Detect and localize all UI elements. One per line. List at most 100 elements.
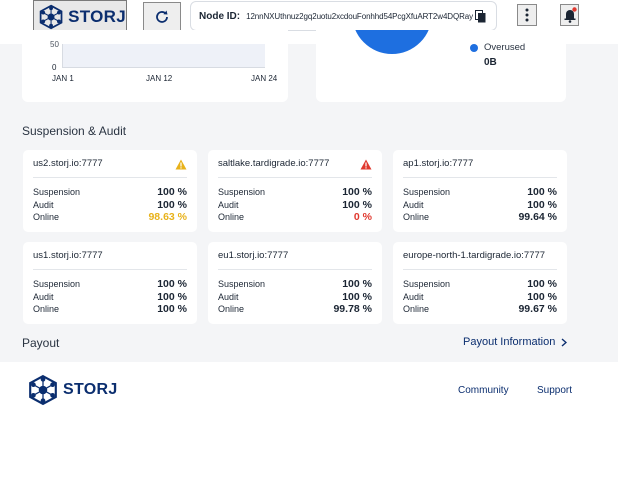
- metric-label: Suspension: [218, 279, 266, 289]
- metric-value: 100 %: [157, 199, 187, 211]
- metric-value: 98.63 %: [148, 211, 187, 223]
- online-row: Online 98.63 %: [33, 211, 187, 225]
- metric-value: 99.67 %: [518, 303, 557, 315]
- audit-row: Audit 100 %: [33, 199, 187, 213]
- metric-label: Suspension: [403, 279, 451, 289]
- disk-usage-pie: [352, 30, 432, 54]
- metric-label: Suspension: [403, 187, 451, 197]
- metric-label: Online: [33, 304, 60, 314]
- satellite-name: us2.storj.io:7777: [33, 158, 103, 169]
- online-row: Online 99.78 %: [218, 303, 372, 317]
- metric-value: 100 %: [527, 278, 557, 290]
- payout-link-label: Payout Information: [463, 336, 556, 348]
- payout-title: Payout: [22, 336, 60, 350]
- footer-logo[interactable]: STORJ: [27, 374, 118, 406]
- storj-logo-icon: [29, 374, 57, 406]
- y-tick-label: 0: [52, 63, 57, 72]
- bell-icon: [564, 7, 577, 23]
- chevron-right-icon: [561, 337, 568, 347]
- node-id-field: Node ID: 12nnNXUthnuz2gq2uotu2xcdouFonhh…: [190, 1, 497, 31]
- legend-dot: [470, 44, 478, 52]
- x-tick-label: JAN 1: [52, 74, 74, 83]
- satellite-card: us1.storj.io:7777 Suspension 100 % Audit…: [23, 242, 197, 324]
- metric-value: 100 %: [342, 186, 372, 198]
- divider: [403, 269, 557, 270]
- metric-value: 99.64 %: [518, 211, 557, 223]
- suspension-audit-title: Suspension & Audit: [22, 124, 127, 138]
- chart-x-axis: [62, 67, 265, 68]
- y-tick-label: 50: [50, 40, 59, 49]
- metric-value: 100 %: [157, 186, 187, 198]
- divider: [218, 177, 372, 178]
- audit-row: Audit 100 %: [218, 291, 372, 305]
- audit-row: Audit 100 %: [33, 291, 187, 305]
- metric-label: Audit: [218, 200, 239, 210]
- metric-value: 0 %: [353, 211, 372, 223]
- metric-value: 100 %: [157, 303, 187, 315]
- legend-label: Overused: [484, 42, 526, 53]
- storj-logo-button[interactable]: STORJ: [33, 0, 127, 34]
- metric-value: 99.78 %: [333, 303, 372, 315]
- suspension-row: Suspension 100 %: [218, 186, 372, 200]
- satellite-name: europe-north-1.tardigrade.io:7777: [403, 250, 546, 261]
- warning-icon: [360, 157, 372, 175]
- storj-logo-icon: [39, 4, 63, 30]
- suspension-row: Suspension 100 %: [403, 186, 557, 200]
- x-tick-label: JAN 24: [251, 74, 278, 83]
- divider: [218, 269, 372, 270]
- metric-value: 100 %: [157, 278, 187, 290]
- metric-label: Online: [218, 212, 245, 222]
- suspension-row: Suspension 100 %: [403, 278, 557, 292]
- metric-value: 100 %: [527, 199, 557, 211]
- footer-logo-text: STORJ: [63, 381, 118, 398]
- metric-label: Audit: [33, 292, 54, 302]
- metric-value: 100 %: [527, 291, 557, 303]
- divider: [33, 269, 187, 270]
- payout-information-link[interactable]: Payout Information: [463, 336, 568, 348]
- chart-plot-area: [62, 44, 265, 67]
- audit-row: Audit 100 %: [218, 199, 372, 213]
- refresh-icon: [156, 10, 168, 23]
- node-id-value: 12nnNXUthnuz2gq2uotu2xcdouFonhhd54PcgXfu…: [246, 11, 474, 21]
- satellite-name: eu1.storj.io:7777: [218, 250, 289, 261]
- satellite-card: us2.storj.io:7777 Suspension 100 % Audit…: [23, 150, 197, 232]
- suspension-row: Suspension 100 %: [218, 278, 372, 292]
- divider: [403, 177, 557, 178]
- audit-row: Audit 100 %: [403, 199, 557, 213]
- satellite-name: saltlake.tardigrade.io:7777: [218, 158, 330, 169]
- footer-link-community[interactable]: Community: [458, 385, 509, 396]
- more-options-button[interactable]: [517, 4, 537, 26]
- satellite-card: europe-north-1.tardigrade.io:7777 Suspen…: [393, 242, 567, 324]
- divider: [33, 177, 187, 178]
- online-row: Online 100 %: [33, 303, 187, 317]
- vertical-dots-icon: [525, 8, 529, 22]
- copy-icon[interactable]: [475, 10, 486, 28]
- metric-label: Suspension: [218, 187, 266, 197]
- metric-label: Audit: [33, 200, 54, 210]
- metric-label: Audit: [403, 200, 424, 210]
- logo-text: STORJ: [68, 7, 126, 26]
- metric-label: Online: [218, 304, 245, 314]
- disk-space-card: Overused 0B: [316, 30, 566, 102]
- satellite-name: ap1.storj.io:7777: [403, 158, 474, 169]
- audit-row: Audit 100 %: [403, 291, 557, 305]
- bandwidth-chart-card: 50 0 JAN 1 JAN 12 JAN 24: [22, 30, 288, 102]
- metric-label: Audit: [403, 292, 424, 302]
- notifications-button[interactable]: [560, 4, 579, 26]
- suspension-row: Suspension 100 %: [33, 186, 187, 200]
- metric-value: 100 %: [342, 199, 372, 211]
- legend-value: 0B: [484, 57, 497, 68]
- refresh-button[interactable]: [143, 2, 181, 32]
- top-bar: STORJ Node ID: 12nnNXUthnuz2gq2uotu2xcdo…: [0, 0, 618, 44]
- metric-value: 100 %: [342, 291, 372, 303]
- warning-icon: [175, 157, 187, 175]
- online-row: Online 99.67 %: [403, 303, 557, 317]
- footer-link-support[interactable]: Support: [537, 385, 573, 396]
- metric-label: Suspension: [33, 187, 81, 197]
- satellite-card: eu1.storj.io:7777 Suspension 100 % Audit…: [208, 242, 382, 324]
- online-row: Online 0 %: [218, 211, 372, 225]
- metric-value: 100 %: [342, 278, 372, 290]
- x-tick-label: JAN 12: [146, 74, 173, 83]
- metric-label: Online: [33, 212, 60, 222]
- metric-label: Audit: [218, 292, 239, 302]
